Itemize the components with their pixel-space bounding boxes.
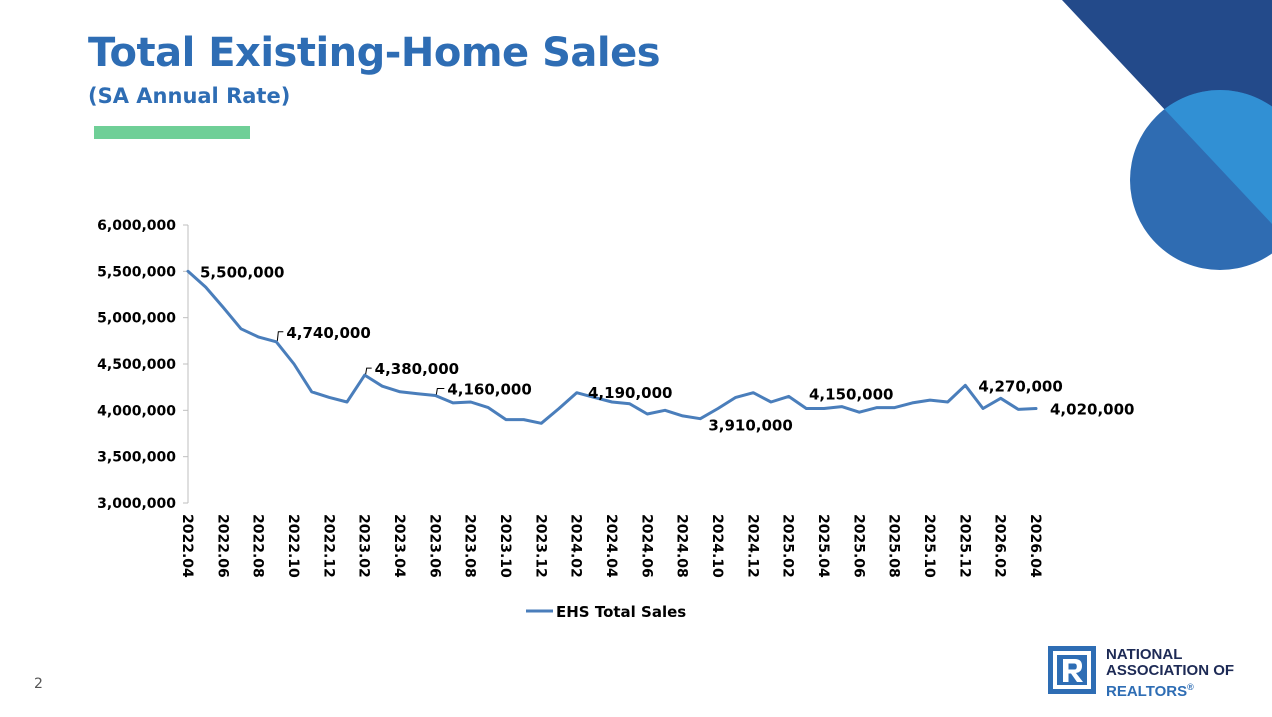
x-tick-label: 2022.04	[179, 514, 195, 578]
page-title: Total Existing-Home Sales	[88, 30, 661, 76]
realtor-r-logo-icon	[1048, 646, 1096, 694]
data-label: 4,150,000	[809, 385, 893, 403]
x-tick-label: 2026.02	[992, 514, 1008, 578]
nar-logo: NATIONAL ASSOCIATION OF REALTORS®	[1048, 646, 1258, 700]
x-tick-label: 2024.12	[744, 514, 760, 578]
x-tick-label: 2023.10	[497, 514, 513, 578]
data-label-leader	[365, 367, 372, 375]
data-label: 4,190,000	[588, 384, 672, 402]
y-tick-label: 5,500,000	[97, 264, 176, 280]
x-tick-label: 2023.08	[462, 514, 478, 578]
x-tick-label: 2024.02	[568, 514, 584, 578]
x-tick-label: 2025.12	[956, 514, 972, 578]
y-tick-label: 4,000,000	[97, 403, 176, 419]
legend-label: EHS Total Sales	[556, 603, 686, 621]
data-label-leader	[435, 388, 445, 395]
data-label: 4,020,000	[1050, 400, 1134, 418]
x-tick-label: 2023.12	[532, 514, 548, 578]
x-tick-label: 2024.04	[603, 514, 619, 578]
x-tick-label: 2023.04	[391, 514, 407, 578]
logo-line-1: NATIONAL	[1106, 646, 1183, 663]
series-line-ehs-total-sales	[186, 269, 1038, 425]
x-tick-label: 2026.04	[1027, 514, 1043, 578]
data-label: 5,500,000	[200, 263, 284, 281]
x-tick-label: 2025.02	[780, 514, 796, 578]
y-tick-label: 5,000,000	[97, 311, 176, 327]
x-tick-label: 2022.12	[320, 514, 336, 578]
corner-circle-light-slice	[1130, 90, 1272, 224]
data-label: 3,910,000	[708, 417, 792, 435]
accent-bar	[94, 126, 250, 139]
corner-circle	[1130, 90, 1272, 270]
x-tick-label: 2022.06	[214, 514, 230, 578]
x-tick-label: 2023.06	[426, 514, 442, 578]
logo-line-2: ASSOCIATION OF	[1106, 662, 1235, 679]
y-tick-label: 3,500,000	[97, 450, 176, 466]
x-tick-label: 2025.04	[815, 514, 831, 578]
data-label: 4,160,000	[447, 381, 531, 399]
page-number: 2	[34, 676, 43, 692]
logo-wordmark: NATIONAL ASSOCIATION OF REALTORS®	[1106, 647, 1234, 700]
x-tick-label: 2025.06	[850, 514, 866, 578]
x-tick-label: 2025.10	[921, 514, 937, 578]
x-tick-label: 2024.06	[638, 514, 654, 578]
x-tick-label: 2024.10	[709, 514, 725, 578]
data-label: 4,740,000	[286, 324, 370, 342]
x-tick-label: 2025.08	[886, 514, 902, 578]
logo-line-3: REALTORS®	[1106, 679, 1234, 700]
y-tick-label: 6,000,000	[97, 218, 176, 234]
page-subtitle: (SA Annual Rate)	[88, 84, 291, 108]
x-tick-label: 2024.08	[674, 514, 690, 578]
data-label: 4,270,000	[978, 377, 1062, 395]
x-tick-label: 2022.10	[285, 514, 301, 578]
data-label: 4,380,000	[375, 360, 459, 378]
data-label-leader	[276, 331, 284, 341]
y-tick-label: 4,500,000	[97, 357, 176, 373]
logo-line-3-text: REALTORS	[1106, 683, 1188, 700]
y-tick-label: 3,000,000	[97, 496, 176, 512]
x-tick-label: 2023.02	[356, 514, 372, 578]
x-tick-label: 2022.08	[250, 514, 266, 578]
logo-registered-mark: ®	[1187, 682, 1194, 692]
